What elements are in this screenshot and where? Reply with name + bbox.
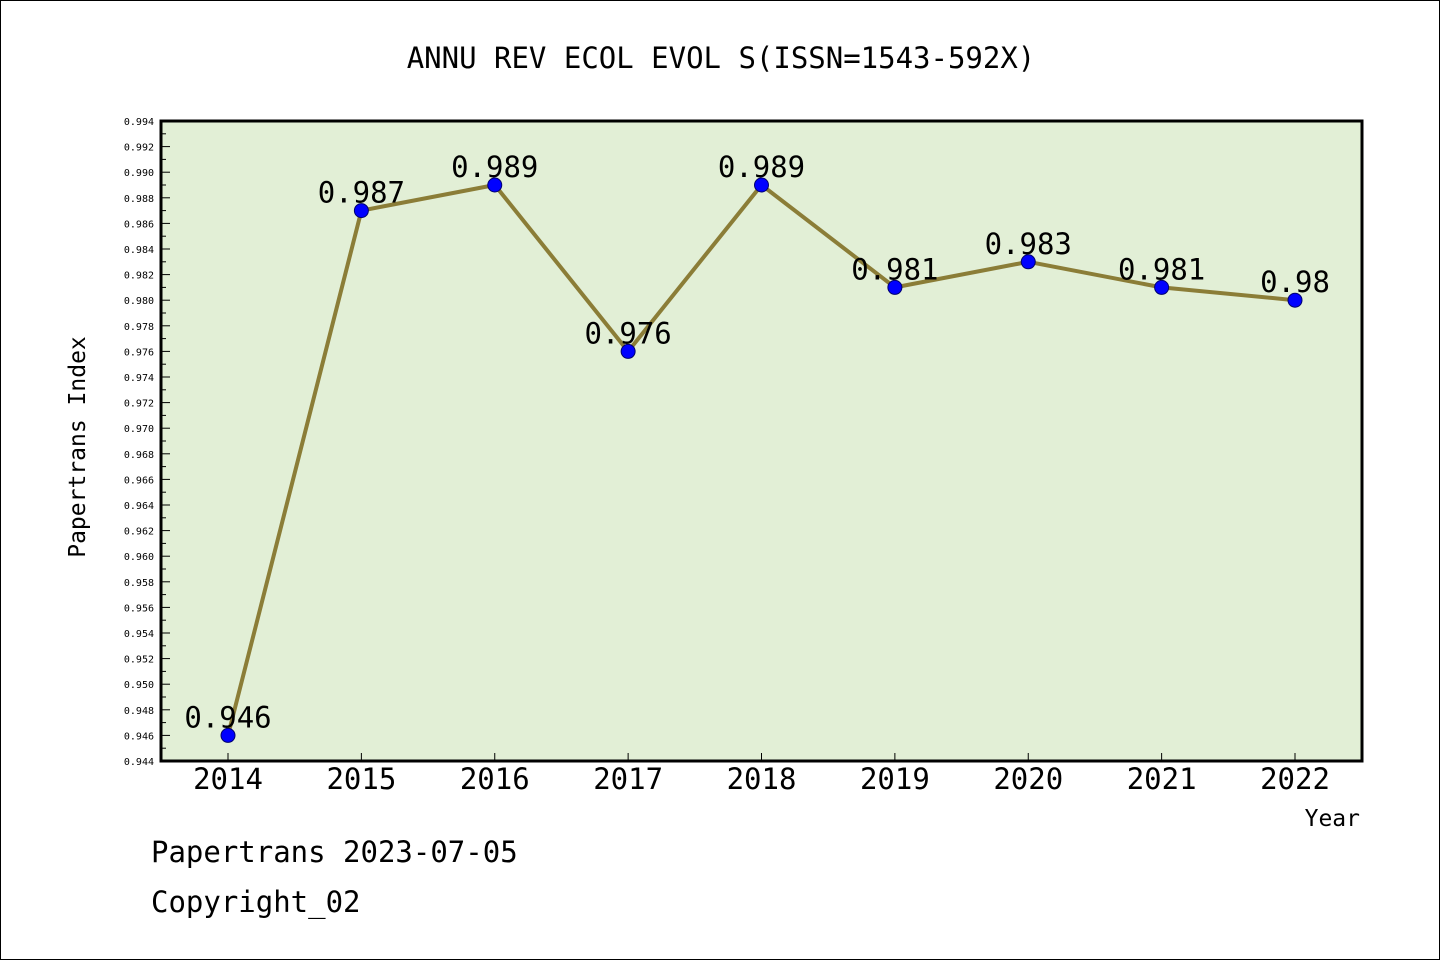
- x-tick-label: 2014: [193, 762, 263, 796]
- x-tick-label: 2017: [593, 762, 663, 796]
- data-label: 0.98: [1260, 265, 1330, 299]
- x-tick-label: 2019: [860, 762, 930, 796]
- data-label: 0.989: [451, 150, 538, 184]
- y-tick-label: 0.970: [124, 424, 154, 435]
- y-tick-label: 0.976: [124, 347, 154, 358]
- x-tick-label: 2015: [326, 762, 396, 796]
- y-tick-label: 0.980: [124, 296, 154, 307]
- data-label: 0.989: [718, 150, 805, 184]
- y-tick-label: 0.964: [124, 501, 154, 512]
- data-point: [487, 177, 503, 193]
- footer-date: Papertrans 2023-07-05: [151, 835, 518, 869]
- x-tick-label: 2022: [1260, 762, 1330, 796]
- data-point: [353, 203, 369, 219]
- y-tick-label: 0.966: [124, 475, 154, 486]
- y-tick-label: 0.958: [124, 578, 154, 589]
- y-tick-label: 0.954: [124, 629, 154, 640]
- footer-copyright: Copyright_02: [151, 885, 361, 919]
- data-label: 0.976: [584, 316, 671, 350]
- x-axis-label: Year: [1305, 806, 1360, 832]
- data-point: [1020, 254, 1036, 270]
- x-tick-label: 2021: [1127, 762, 1197, 796]
- data-point: [220, 727, 236, 743]
- plot-area: [159, 119, 1364, 763]
- data-point: [620, 343, 636, 359]
- data-point: [1287, 292, 1303, 308]
- y-tick-label: 0.978: [124, 322, 154, 333]
- y-axis: 0.944 0.946 0.948 0.950 0.952 0.954 0.956 0.958…: [124, 117, 170, 768]
- y-tick-label: 0.956: [124, 603, 154, 614]
- data-label: 0.981: [851, 252, 938, 286]
- chart-title: ANNU REV ECOL EVOL S(ISSN=1543-592X): [407, 41, 1036, 75]
- y-tick-label: 0.960: [124, 552, 154, 563]
- x-axis: 2014 2015 2016 2017 2018 2019 2020 2021 2022: [193, 753, 1330, 796]
- y-tick-label: 0.982: [124, 271, 154, 282]
- y-tick-label: 0.952: [124, 655, 154, 666]
- series-markers: [220, 177, 1303, 743]
- y-tick-label: 0.968: [124, 450, 154, 461]
- y-tick-label: 0.946: [124, 731, 154, 742]
- data-point: [1154, 279, 1170, 295]
- y-tick-label: 0.986: [124, 219, 154, 230]
- y-tick-label: 0.944: [124, 757, 154, 768]
- y-tick-label: 0.950: [124, 680, 154, 691]
- x-tick-label: 2018: [727, 762, 797, 796]
- y-tick-label: 0.988: [124, 194, 154, 205]
- y-axis-label: Papertrans Index: [65, 336, 91, 558]
- data-label: 0.983: [985, 227, 1072, 261]
- data-labels: 0.946 0.987 0.989 0.976 0.989 0.981 0.983 0.981…: [184, 150, 1330, 734]
- y-tick-label: 0.984: [124, 245, 154, 256]
- y-tick-label: 0.990: [124, 168, 154, 179]
- y-tick-label: 0.992: [124, 143, 154, 154]
- y-tick-label: 0.974: [124, 373, 154, 384]
- data-point: [754, 177, 769, 193]
- y-tick-label: 0.994: [124, 117, 154, 128]
- x-tick-label: 2020: [993, 762, 1063, 796]
- data-label: 0.981: [1118, 252, 1205, 286]
- data-label: 0.987: [318, 176, 405, 210]
- data-label: 0.946: [184, 700, 271, 734]
- y-tick-label: 0.948: [124, 706, 154, 717]
- data-point: [887, 279, 903, 295]
- y-tick-label: 0.972: [124, 399, 154, 410]
- x-tick-label: 2016: [460, 762, 530, 796]
- y-tick-label: 0.962: [124, 527, 154, 538]
